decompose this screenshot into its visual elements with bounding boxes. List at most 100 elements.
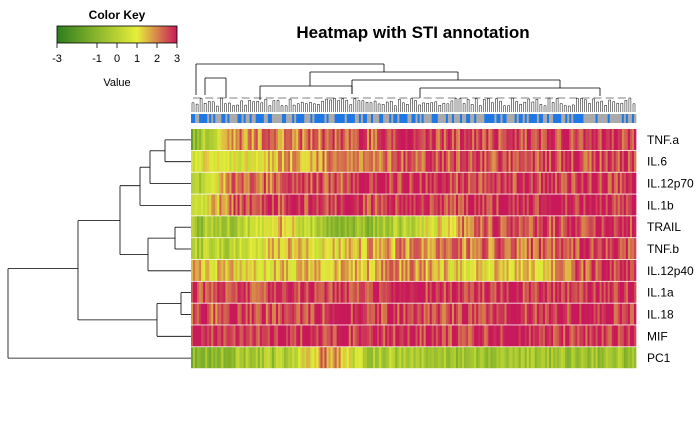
heatmap-cell xyxy=(251,238,255,260)
heatmap-cell xyxy=(597,194,600,216)
heatmap-cell xyxy=(627,194,631,216)
heatmap-cell xyxy=(324,347,327,369)
heatmap-cell xyxy=(225,259,228,281)
annotation-cell xyxy=(360,114,364,123)
heatmap-cell xyxy=(559,238,562,260)
heatmap-cell xyxy=(510,281,513,303)
heatmap-cell xyxy=(255,347,259,369)
heatmap-cell xyxy=(203,129,206,151)
heatmap-cell xyxy=(290,216,293,238)
heatmap-cell xyxy=(458,129,461,151)
heatmap-cell xyxy=(551,281,554,303)
heatmap-cell xyxy=(314,347,317,369)
heatmap-cell xyxy=(405,216,408,238)
annotation-cell xyxy=(255,114,259,123)
heatmap-cell xyxy=(385,281,388,303)
heatmap-cell xyxy=(381,216,384,238)
heatmap-cell xyxy=(277,216,281,238)
heatmap-cell xyxy=(625,172,629,194)
heatmap-cell xyxy=(544,172,548,194)
heatmap-cell xyxy=(344,325,348,347)
heatmap-cell xyxy=(577,259,580,281)
annotation-cell xyxy=(581,114,584,123)
heatmap-cell xyxy=(427,347,431,369)
heatmap-cell xyxy=(308,238,311,260)
heatmap-cell xyxy=(585,238,588,260)
heatmap-cell xyxy=(496,238,499,260)
heatmap-cell xyxy=(460,325,463,347)
heatmap-cell xyxy=(249,259,253,281)
heatmap-cell xyxy=(373,238,376,260)
heatmap-cell xyxy=(621,216,625,238)
annotation-cell xyxy=(375,114,378,123)
heatmap-cell xyxy=(391,303,394,325)
heatmap-cell xyxy=(280,347,283,369)
heatmap-cell xyxy=(277,172,281,194)
heatmap-cell xyxy=(498,303,501,325)
heatmap-cell xyxy=(207,281,210,303)
heatmap-cell xyxy=(330,259,333,281)
heatmap-cell xyxy=(524,259,528,281)
annotation-cell xyxy=(633,114,637,123)
annotation-cell xyxy=(387,114,390,123)
heatmap-cell xyxy=(320,347,323,369)
heatmap-cell xyxy=(336,303,340,325)
heatmap-cell xyxy=(587,281,590,303)
heatmap-cell xyxy=(298,150,301,172)
heatmap-cell xyxy=(245,216,248,238)
heatmap-cell xyxy=(411,194,414,216)
heatmap-cell xyxy=(429,216,433,238)
heatmap-cell xyxy=(555,303,558,325)
annotation-cell xyxy=(213,114,216,123)
heatmap-cell xyxy=(518,347,522,369)
heatmap-cell xyxy=(417,259,420,281)
heatmap-cell xyxy=(294,129,297,151)
heatmap-cell xyxy=(549,216,552,238)
heatmap-cell xyxy=(615,216,619,238)
heatmap-cell xyxy=(595,150,598,172)
heatmap-cell xyxy=(373,129,376,151)
heatmap-cell xyxy=(387,194,390,216)
heatmap-cell xyxy=(577,194,580,216)
heatmap-cell xyxy=(431,238,435,260)
heatmap-cell xyxy=(474,259,477,281)
heatmap-cell xyxy=(575,347,578,369)
heatmap-cell xyxy=(415,259,418,281)
heatmap-cell xyxy=(496,347,499,369)
heatmap-cell xyxy=(478,281,481,303)
heatmap-cell xyxy=(413,172,416,194)
heatmap-cell xyxy=(413,216,416,238)
heatmap-cell xyxy=(536,216,540,238)
heatmap-cell xyxy=(528,194,532,216)
heatmap-cell xyxy=(617,216,621,238)
heatmap-cell xyxy=(241,325,244,347)
heatmap-cell xyxy=(502,325,505,347)
heatmap-cell xyxy=(563,150,566,172)
heatmap-cell xyxy=(466,129,469,151)
heatmap-cell xyxy=(211,303,214,325)
annotation-cell xyxy=(383,114,386,123)
heatmap-cells xyxy=(191,129,637,369)
heatmap-cell xyxy=(364,194,368,216)
row-label: IL.18 xyxy=(647,308,674,322)
heatmap-cell xyxy=(633,325,637,347)
heatmap-cell xyxy=(302,216,305,238)
heatmap-cell xyxy=(407,194,410,216)
heatmap-cell xyxy=(352,259,356,281)
heatmap-cell xyxy=(565,281,568,303)
heatmap-cell xyxy=(225,281,228,303)
heatmap-cell xyxy=(304,281,307,303)
heatmap-cell xyxy=(233,129,236,151)
heatmap-cell xyxy=(498,216,501,238)
heatmap-cell xyxy=(514,347,518,369)
heatmap-cell xyxy=(318,129,321,151)
heatmap-cell xyxy=(255,259,259,281)
heatmap-cell xyxy=(219,172,222,194)
heatmap-cell xyxy=(231,303,234,325)
heatmap-cell xyxy=(601,347,604,369)
heatmap-cell xyxy=(433,150,437,172)
heatmap-cell xyxy=(205,347,208,369)
heatmap-cell xyxy=(496,129,499,151)
heatmap-cell xyxy=(405,129,408,151)
heatmap-cell xyxy=(300,194,303,216)
